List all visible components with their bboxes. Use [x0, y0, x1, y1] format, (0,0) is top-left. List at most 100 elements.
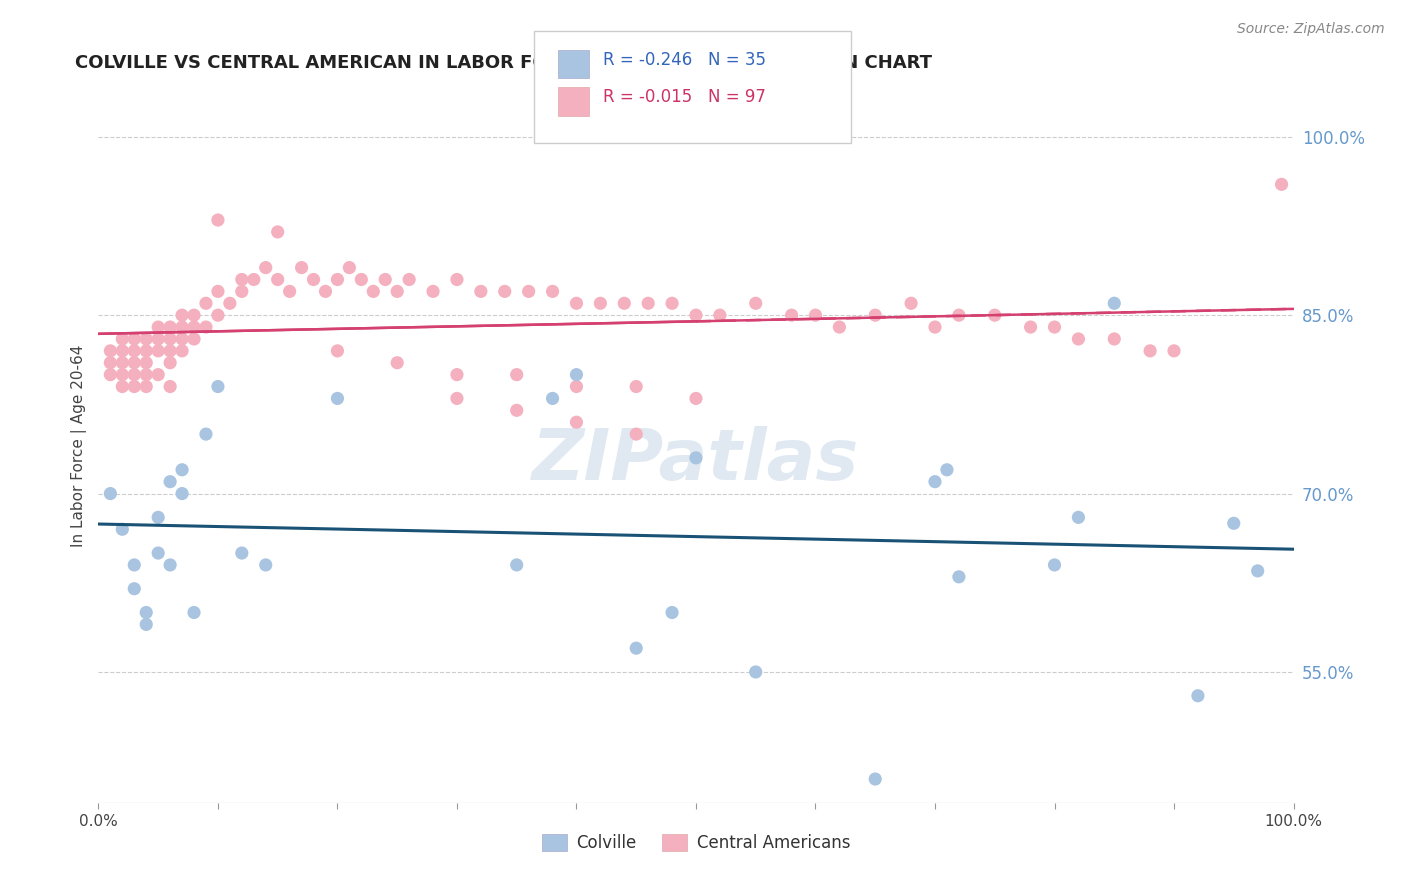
Point: [745, 296, 768, 310]
Point: [159, 332, 181, 346]
Point: [565, 368, 588, 382]
Point: [124, 343, 146, 358]
Point: [374, 272, 396, 286]
Point: [207, 308, 229, 322]
Point: [1067, 510, 1090, 524]
Point: [637, 296, 659, 310]
Point: [172, 463, 194, 477]
Point: [135, 379, 157, 393]
Point: [172, 332, 194, 346]
Point: [1104, 332, 1126, 346]
Point: [422, 285, 444, 299]
Point: [1104, 296, 1126, 310]
Point: [254, 558, 277, 572]
Point: [159, 343, 181, 358]
Point: [124, 379, 146, 393]
Point: [231, 546, 253, 560]
Point: [398, 272, 420, 286]
Point: [541, 285, 564, 299]
Point: [302, 272, 325, 286]
Point: [148, 368, 170, 382]
Point: [111, 356, 134, 370]
Point: [363, 285, 385, 299]
Point: [948, 570, 970, 584]
Point: [148, 510, 170, 524]
Point: [135, 606, 157, 620]
Point: [195, 427, 218, 442]
Point: [1271, 178, 1294, 192]
Point: [446, 272, 468, 286]
Point: [98, 343, 122, 358]
Point: [1019, 320, 1042, 334]
Point: [291, 260, 314, 275]
Point: [745, 665, 768, 679]
Point: [506, 368, 529, 382]
Point: [326, 343, 349, 358]
Text: R = -0.246   N = 35: R = -0.246 N = 35: [603, 51, 766, 69]
Point: [315, 285, 337, 299]
Point: [494, 285, 516, 299]
Point: [948, 308, 970, 322]
Point: [865, 308, 887, 322]
Point: [172, 343, 194, 358]
Point: [780, 308, 803, 322]
Point: [984, 308, 1007, 322]
Point: [183, 308, 205, 322]
Point: [900, 296, 922, 310]
Point: [470, 285, 492, 299]
Point: [195, 296, 218, 310]
Point: [159, 356, 181, 370]
Point: [541, 392, 564, 406]
Point: [385, 356, 409, 370]
Point: [183, 320, 205, 334]
Point: [124, 356, 146, 370]
Point: [626, 427, 648, 442]
Point: [148, 320, 170, 334]
Y-axis label: In Labor Force | Age 20-64: In Labor Force | Age 20-64: [72, 345, 87, 547]
Point: [172, 486, 194, 500]
Point: [111, 379, 134, 393]
Point: [517, 285, 540, 299]
Point: [135, 617, 157, 632]
Point: [506, 403, 529, 417]
Point: [243, 272, 266, 286]
Point: [231, 285, 253, 299]
Point: [183, 332, 205, 346]
Point: [254, 260, 277, 275]
Point: [111, 522, 134, 536]
Point: [231, 272, 253, 286]
Point: [207, 285, 229, 299]
Point: [828, 320, 851, 334]
Point: [124, 332, 146, 346]
Point: [159, 475, 181, 489]
Text: ZIPatlas: ZIPatlas: [533, 425, 859, 495]
Point: [1223, 516, 1246, 531]
Point: [804, 308, 827, 322]
Point: [685, 450, 707, 465]
Point: [148, 546, 170, 560]
Point: [924, 320, 946, 334]
Point: [159, 379, 181, 393]
Point: [98, 486, 122, 500]
Text: Source: ZipAtlas.com: Source: ZipAtlas.com: [1237, 22, 1385, 37]
Point: [626, 379, 648, 393]
Point: [565, 415, 588, 429]
Text: COLVILLE VS CENTRAL AMERICAN IN LABOR FORCE | AGE 20-64 CORRELATION CHART: COLVILLE VS CENTRAL AMERICAN IN LABOR FO…: [75, 54, 932, 72]
Point: [1043, 558, 1066, 572]
Point: [207, 379, 229, 393]
Point: [685, 308, 707, 322]
Point: [135, 356, 157, 370]
Point: [98, 356, 122, 370]
Point: [565, 296, 588, 310]
Point: [506, 558, 529, 572]
Point: [267, 272, 290, 286]
Point: [111, 343, 134, 358]
Point: [148, 332, 170, 346]
Point: [1043, 320, 1066, 334]
Point: [135, 332, 157, 346]
Point: [1067, 332, 1090, 346]
Point: [195, 320, 218, 334]
Point: [98, 368, 122, 382]
Point: [446, 368, 468, 382]
Point: [172, 308, 194, 322]
